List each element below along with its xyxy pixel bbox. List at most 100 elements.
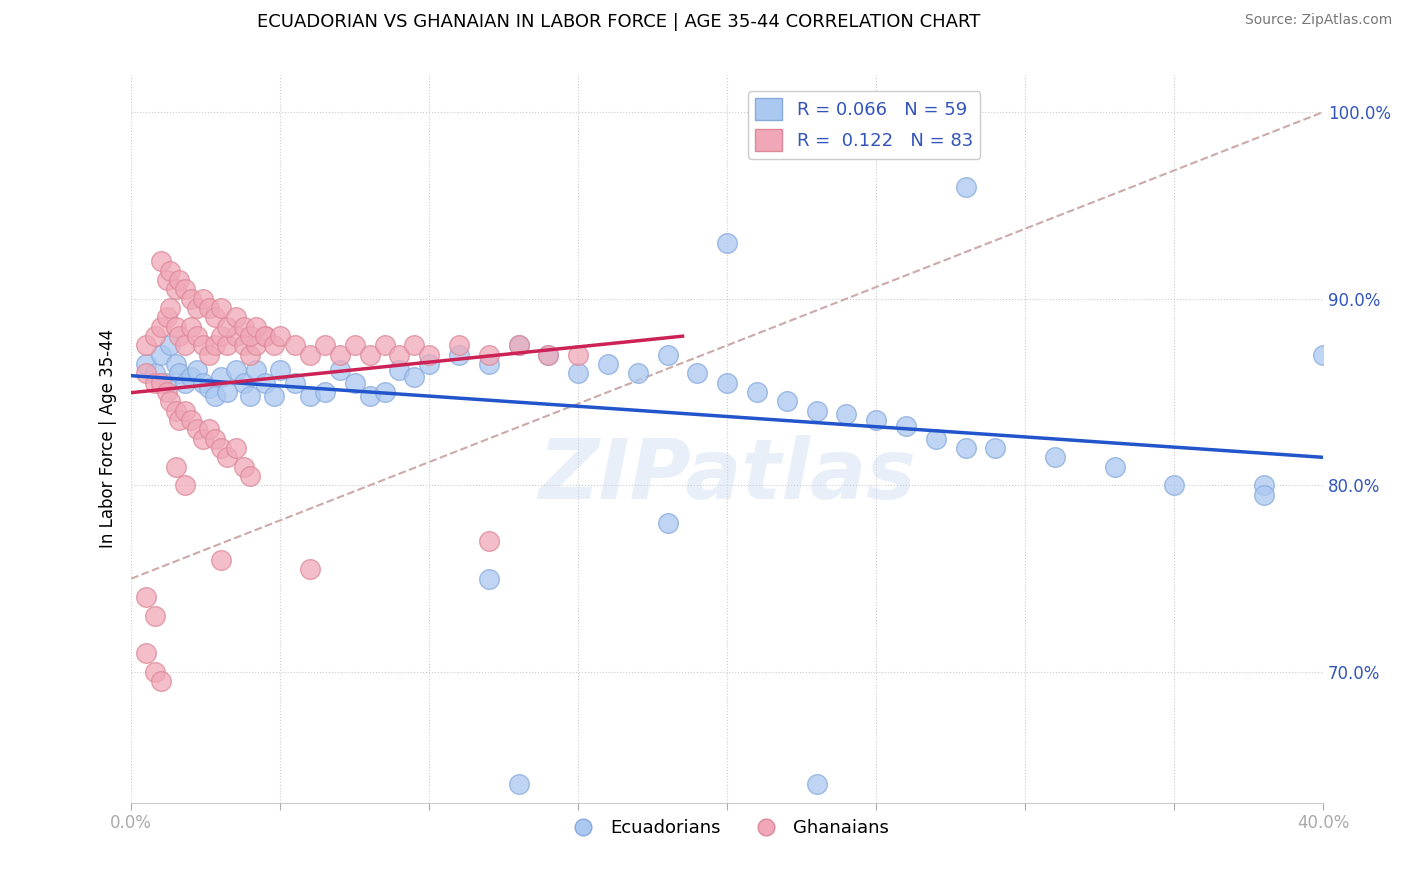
- Point: [233, 338, 256, 352]
- Point: [314, 338, 336, 352]
- Point: [314, 384, 336, 399]
- Point: [197, 422, 219, 436]
- Point: [143, 329, 166, 343]
- Point: [806, 777, 828, 791]
- Point: [204, 338, 226, 352]
- Point: [215, 450, 238, 465]
- Point: [186, 301, 208, 315]
- Point: [955, 179, 977, 194]
- Point: [150, 319, 173, 334]
- Point: [686, 367, 709, 381]
- Point: [478, 348, 501, 362]
- Point: [508, 338, 530, 352]
- Point: [418, 357, 440, 371]
- Point: [143, 376, 166, 390]
- Point: [233, 319, 256, 334]
- Point: [197, 381, 219, 395]
- Point: [245, 338, 267, 352]
- Point: [209, 370, 232, 384]
- Point: [150, 348, 173, 362]
- Point: [284, 376, 307, 390]
- Point: [215, 384, 238, 399]
- Point: [165, 282, 187, 296]
- Point: [209, 553, 232, 567]
- Point: [1163, 478, 1185, 492]
- Point: [180, 319, 202, 334]
- Point: [180, 292, 202, 306]
- Point: [269, 329, 291, 343]
- Point: [806, 403, 828, 417]
- Point: [984, 441, 1007, 455]
- Point: [1104, 459, 1126, 474]
- Point: [263, 338, 285, 352]
- Point: [209, 329, 232, 343]
- Point: [165, 459, 187, 474]
- Point: [150, 674, 173, 689]
- Point: [135, 591, 157, 605]
- Point: [159, 263, 181, 277]
- Point: [627, 367, 650, 381]
- Point: [745, 384, 768, 399]
- Point: [191, 338, 214, 352]
- Point: [135, 338, 157, 352]
- Point: [167, 367, 190, 381]
- Point: [165, 357, 187, 371]
- Point: [167, 413, 190, 427]
- Text: ECUADORIAN VS GHANAIAN IN LABOR FORCE | AGE 35-44 CORRELATION CHART: ECUADORIAN VS GHANAIAN IN LABOR FORCE | …: [257, 13, 980, 31]
- Point: [329, 362, 352, 376]
- Point: [404, 338, 426, 352]
- Point: [135, 646, 157, 660]
- Point: [478, 534, 501, 549]
- Y-axis label: In Labor Force | Age 35-44: In Labor Force | Age 35-44: [100, 329, 117, 549]
- Point: [165, 403, 187, 417]
- Point: [254, 376, 277, 390]
- Point: [150, 376, 173, 390]
- Point: [835, 408, 858, 422]
- Point: [657, 516, 679, 530]
- Text: ZIPatlas: ZIPatlas: [538, 434, 917, 516]
- Point: [657, 348, 679, 362]
- Point: [245, 362, 267, 376]
- Point: [239, 348, 262, 362]
- Point: [299, 389, 322, 403]
- Point: [1043, 450, 1066, 465]
- Point: [596, 357, 619, 371]
- Point: [225, 310, 247, 325]
- Point: [225, 362, 247, 376]
- Point: [204, 310, 226, 325]
- Point: [299, 348, 322, 362]
- Point: [173, 376, 195, 390]
- Point: [159, 394, 181, 409]
- Point: [197, 301, 219, 315]
- Point: [191, 432, 214, 446]
- Point: [143, 367, 166, 381]
- Point: [156, 273, 179, 287]
- Point: [186, 362, 208, 376]
- Point: [165, 319, 187, 334]
- Point: [173, 338, 195, 352]
- Point: [180, 370, 202, 384]
- Point: [716, 235, 738, 250]
- Point: [359, 348, 381, 362]
- Legend: R = 0.066   N = 59, R =  0.122   N = 83: R = 0.066 N = 59, R = 0.122 N = 83: [748, 91, 980, 159]
- Point: [447, 348, 470, 362]
- Point: [191, 292, 214, 306]
- Point: [143, 609, 166, 624]
- Point: [1253, 478, 1275, 492]
- Point: [186, 422, 208, 436]
- Point: [508, 777, 530, 791]
- Point: [239, 389, 262, 403]
- Point: [447, 338, 470, 352]
- Point: [269, 362, 291, 376]
- Point: [1253, 488, 1275, 502]
- Point: [197, 348, 219, 362]
- Point: [373, 338, 395, 352]
- Point: [894, 418, 917, 433]
- Point: [567, 348, 589, 362]
- Point: [299, 562, 322, 576]
- Point: [716, 376, 738, 390]
- Text: Source: ZipAtlas.com: Source: ZipAtlas.com: [1244, 13, 1392, 28]
- Point: [156, 376, 179, 390]
- Point: [239, 329, 262, 343]
- Point: [329, 348, 352, 362]
